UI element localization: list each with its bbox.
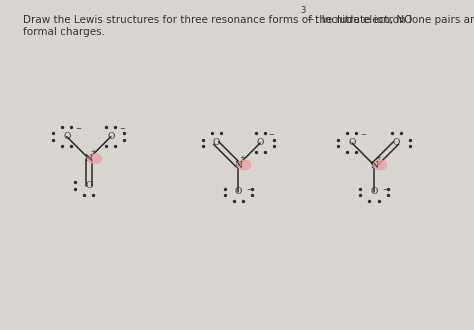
Text: N: N	[370, 160, 378, 170]
Text: −: −	[119, 126, 125, 132]
Text: O: O	[392, 139, 400, 148]
Text: O: O	[85, 181, 92, 190]
Text: −: −	[246, 187, 253, 193]
Text: −: −	[75, 126, 81, 132]
Circle shape	[237, 160, 251, 170]
Text: O: O	[212, 139, 220, 148]
Text: −: −	[383, 187, 388, 193]
Text: O: O	[256, 139, 264, 148]
Text: +: +	[240, 155, 246, 161]
Text: O: O	[107, 132, 115, 141]
Text: N: N	[234, 160, 242, 170]
Text: +: +	[375, 155, 382, 161]
Text: −: −	[360, 132, 366, 138]
Text: formal charges.: formal charges.	[23, 27, 105, 37]
Text: +: +	[91, 149, 96, 155]
Text: O: O	[370, 187, 378, 196]
Text: O: O	[348, 139, 356, 148]
Text: −: −	[269, 132, 274, 138]
Text: 3: 3	[300, 6, 306, 15]
Text: O: O	[63, 132, 71, 141]
Text: Draw the Lewis structures for three resonance forms of the nitrate ion, NO: Draw the Lewis structures for three reso…	[23, 15, 412, 24]
Text: N: N	[85, 154, 93, 163]
Circle shape	[88, 154, 101, 163]
Text: . Include electron lone pairs and any: . Include electron lone pairs and any	[315, 15, 474, 24]
Text: −: −	[306, 15, 314, 23]
Circle shape	[373, 160, 387, 170]
Text: O: O	[235, 187, 242, 196]
